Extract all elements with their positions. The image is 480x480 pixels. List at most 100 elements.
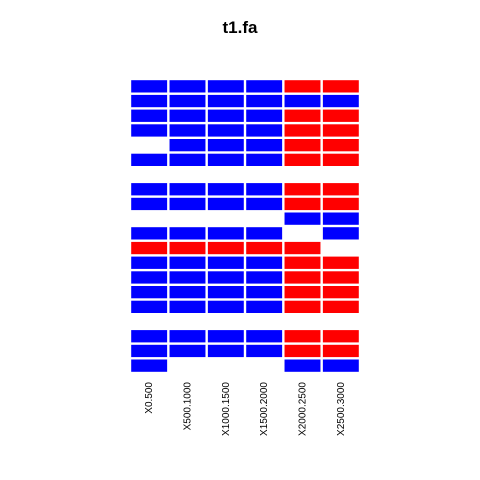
heatmap-cell bbox=[284, 109, 321, 122]
heatmap-cell bbox=[246, 344, 283, 358]
column-label: X1000.1500 bbox=[221, 382, 232, 436]
heatmap-cell bbox=[284, 300, 321, 313]
heatmap-cell bbox=[322, 256, 359, 269]
heatmap-cell bbox=[169, 153, 206, 166]
heatmap-cell bbox=[207, 330, 244, 343]
heatmap-cell bbox=[169, 286, 206, 299]
heatmap-cell bbox=[246, 227, 283, 240]
heatmap-cell bbox=[207, 286, 244, 299]
heatmap-cell bbox=[131, 330, 168, 343]
heatmap-cell bbox=[246, 330, 283, 343]
heatmap-cell bbox=[284, 256, 321, 269]
heatmap-cell bbox=[169, 256, 206, 269]
heatmap-cell bbox=[246, 80, 283, 93]
heatmap-cell bbox=[246, 109, 283, 122]
heatmap-cell bbox=[246, 271, 283, 284]
heatmap-cell bbox=[131, 286, 168, 299]
heatmap-cell bbox=[131, 344, 168, 358]
heatmap-cell bbox=[246, 153, 283, 166]
heatmap-cell bbox=[322, 94, 359, 108]
heatmap-cell bbox=[207, 153, 244, 166]
heatmap-cell bbox=[322, 344, 359, 358]
heatmap-cell bbox=[131, 153, 168, 166]
heatmap-cell bbox=[246, 241, 283, 255]
heatmap-cell bbox=[284, 139, 321, 152]
heatmap-cell bbox=[131, 183, 168, 196]
heatmap-cell bbox=[169, 94, 206, 108]
heatmap-cell bbox=[322, 80, 359, 93]
heatmap-cell bbox=[207, 344, 244, 358]
heatmap-cell bbox=[322, 359, 359, 372]
heatmap-cell bbox=[169, 241, 206, 255]
heatmap-cell bbox=[322, 197, 359, 211]
heatmap-cell bbox=[131, 80, 168, 93]
heatmap-cell bbox=[246, 124, 283, 137]
heatmap-cell bbox=[207, 139, 244, 152]
heatmap-cell bbox=[131, 197, 168, 211]
heatmap-cell bbox=[284, 153, 321, 166]
heatmap-cell bbox=[322, 300, 359, 313]
heatmap-cell bbox=[207, 300, 244, 313]
heatmap-cell bbox=[169, 80, 206, 93]
column-label: X2500.3000 bbox=[336, 382, 347, 436]
chart-title: t1.fa bbox=[222, 18, 258, 37]
heatmap-cell bbox=[207, 256, 244, 269]
heatmap-cell bbox=[169, 139, 206, 152]
heatmap-cell bbox=[322, 227, 359, 240]
heatmap-cell bbox=[207, 124, 244, 137]
heatmap-cell bbox=[322, 109, 359, 122]
heatmap-cell bbox=[322, 212, 359, 225]
heatmap-cell bbox=[207, 183, 244, 196]
heatmap-cell bbox=[284, 197, 321, 211]
heatmap-cell bbox=[284, 124, 321, 137]
heatmap-cell bbox=[284, 94, 321, 108]
heatmap-cell bbox=[284, 344, 321, 358]
heatmap-cell bbox=[246, 300, 283, 313]
heatmap-cell bbox=[131, 124, 168, 137]
heatmap-cell bbox=[207, 271, 244, 284]
heatmap-cell bbox=[207, 197, 244, 211]
heatmap-cell bbox=[284, 271, 321, 284]
heatmap-cell bbox=[284, 212, 321, 225]
heatmap-cell bbox=[322, 139, 359, 152]
heatmap-cell bbox=[207, 109, 244, 122]
heatmap-cell bbox=[246, 139, 283, 152]
heatmap-cell bbox=[207, 227, 244, 240]
heatmap-cell bbox=[322, 183, 359, 196]
heatmap-cell bbox=[322, 271, 359, 284]
column-label: X2000.2500 bbox=[298, 382, 309, 436]
heatmap-cell bbox=[131, 241, 168, 255]
heatmap-cell bbox=[284, 241, 321, 255]
heatmap-cell bbox=[322, 286, 359, 299]
heatmap-cell bbox=[284, 330, 321, 343]
heatmap-cell bbox=[169, 109, 206, 122]
heatmap-cell bbox=[284, 183, 321, 196]
heatmap-cell bbox=[322, 330, 359, 343]
heatmap-cell bbox=[207, 80, 244, 93]
heatmap-cell bbox=[169, 197, 206, 211]
heatmap-cell bbox=[207, 94, 244, 108]
heatmap-cell bbox=[207, 241, 244, 255]
heatmap-cell bbox=[169, 271, 206, 284]
column-label: X1500.2000 bbox=[259, 382, 270, 436]
heatmap-cell bbox=[169, 227, 206, 240]
column-labels: X0.500 X500.1000 X1000.1500 X1500.2000 X2000… bbox=[144, 382, 347, 436]
heatmap-cell bbox=[131, 256, 168, 269]
heatmap-cell bbox=[131, 300, 168, 313]
heatmap-cell bbox=[131, 94, 168, 108]
heatmap-cell bbox=[246, 94, 283, 108]
heatmap-cell bbox=[284, 80, 321, 93]
heatmap-cell bbox=[131, 227, 168, 240]
heatmap-cell bbox=[322, 153, 359, 166]
heatmap-cells bbox=[131, 80, 359, 372]
heatmap-cell bbox=[131, 359, 168, 372]
column-label: X500.1000 bbox=[183, 382, 194, 431]
heatmap-cell bbox=[169, 330, 206, 343]
heatmap-cell bbox=[322, 124, 359, 137]
heatmap-cell bbox=[131, 271, 168, 284]
heatmap-cell bbox=[169, 300, 206, 313]
heatmap-cell bbox=[131, 109, 168, 122]
column-label: X0.500 bbox=[144, 382, 155, 414]
heatmap-cell bbox=[246, 183, 283, 196]
